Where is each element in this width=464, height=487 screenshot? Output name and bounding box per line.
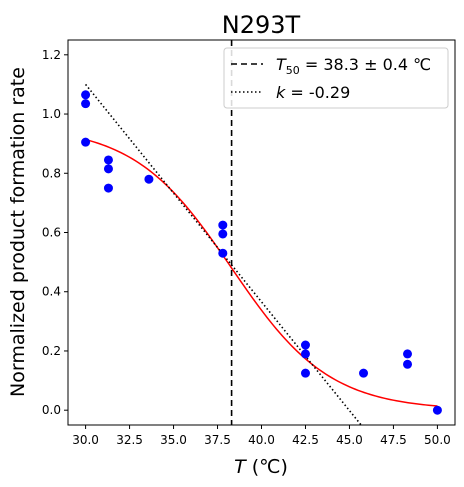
- fit-curve: [85, 138, 438, 407]
- data-point: [403, 349, 413, 359]
- y-axis-title: Normalized product formation rate: [7, 67, 29, 397]
- y-tick-label: 0.8: [42, 166, 61, 180]
- y-tick-label: 0.0: [42, 403, 61, 417]
- x-tick-label: 30.0: [72, 433, 99, 447]
- data-point: [81, 90, 91, 100]
- x-tick-label: 32.5: [116, 433, 143, 447]
- y-tick-label: 0.6: [42, 226, 61, 240]
- x-tick-label: 47.5: [380, 433, 407, 447]
- data-point: [300, 349, 310, 359]
- x-tick-label: 37.5: [204, 433, 231, 447]
- data-point: [359, 368, 369, 378]
- legend: T50 = 38.3 ± 0.4 ℃ k = -0.29: [223, 47, 449, 109]
- y-tick-label: 1.2: [42, 48, 61, 62]
- legend-entry: k = -0.29: [276, 83, 350, 102]
- y-tick-label: 0.4: [42, 285, 61, 299]
- x-tick-label: 40.0: [248, 433, 275, 447]
- data-point: [103, 183, 113, 193]
- data-point: [218, 229, 228, 239]
- x-tick-label: 42.5: [292, 433, 319, 447]
- x-axis-unit: (℃): [246, 456, 288, 478]
- x-tick-label: 35.0: [160, 433, 187, 447]
- chart-title: N293T: [222, 11, 301, 39]
- x-axis-var: T: [234, 456, 247, 478]
- data-point: [432, 405, 442, 415]
- x-tick-label: 50.0: [424, 433, 451, 447]
- y-tick-label: 1.0: [42, 107, 61, 121]
- legend-entry: T50 = 38.3 ± 0.4 ℃: [276, 55, 431, 77]
- x-axis: 30.0 32.5 35.0 37.5 40.0 42.5 45.0 47.5 50.0: [72, 425, 451, 447]
- x-axis-title: T (℃): [234, 456, 288, 478]
- data-point: [300, 340, 310, 350]
- data-point: [81, 99, 91, 109]
- data-point: [218, 220, 228, 230]
- legend-box: [223, 47, 449, 109]
- data-point: [103, 164, 113, 174]
- y-tick-label: 0.2: [42, 344, 61, 358]
- data-point: [218, 248, 228, 258]
- data-point: [81, 137, 91, 147]
- x-tick-label: 45.0: [336, 433, 363, 447]
- y-axis: 0.0 0.2 0.4 0.6 0.8 1.0 1.2: [42, 48, 68, 417]
- data-point: [103, 155, 113, 165]
- data-point: [403, 359, 413, 369]
- data-point: [300, 368, 310, 378]
- data-point: [144, 174, 154, 184]
